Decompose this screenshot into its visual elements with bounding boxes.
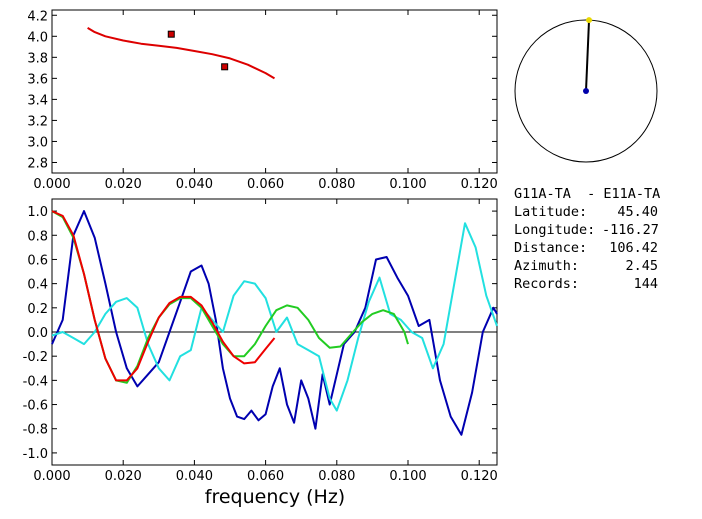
bottom-y-tick-label: 0.6 <box>27 253 48 268</box>
info-row-longitude: Longitude: -116.27 <box>514 221 659 239</box>
info-row-records: Records: 144 <box>514 275 658 293</box>
top-x-tick-label: 0.000 <box>33 177 70 192</box>
top-x-tick-label: 0.040 <box>176 177 213 192</box>
bottom-series-red_series <box>51 210 276 382</box>
bottom-x-tick-label: 0.080 <box>318 469 355 484</box>
station-pair-title: G11A-TA - E11A-TA <box>514 186 661 202</box>
azimuth-compass <box>514 17 658 163</box>
bottom-x-tick-label: 0.120 <box>461 469 498 484</box>
station-dot <box>583 88 589 94</box>
top-y-tick-label: 3.6 <box>27 72 48 87</box>
top-y-tick-label: 3.8 <box>27 51 48 66</box>
bottom-x-tick-label: 0.020 <box>105 469 142 484</box>
top-series-model_curve <box>87 27 276 80</box>
longitude-value: -116.27 <box>602 222 659 238</box>
latitude-label: Latitude: <box>514 204 588 220</box>
top-y-tick-label: 2.8 <box>27 156 48 171</box>
top-y-tick-label: 3.0 <box>27 135 48 150</box>
bottom-y-tick-label: 0.4 <box>27 278 48 293</box>
top-y-tick-label: 3.4 <box>27 93 48 108</box>
top-y-tick-label: 4.0 <box>27 30 48 45</box>
info-row-distance: Distance: 106.42 <box>514 239 658 257</box>
bottom-y-tick-label: -1.0 <box>23 447 48 462</box>
azimuth-value: 2.45 <box>625 258 658 274</box>
azimuth-line <box>585 20 591 92</box>
top-data-point <box>167 30 175 38</box>
top-x-tick-label: 0.120 <box>461 177 498 192</box>
top-x-tick-label: 0.060 <box>247 177 284 192</box>
bottom-x-tick-label: 0.060 <box>247 469 284 484</box>
longitude-label: Longitude: <box>514 222 596 238</box>
bottom-x-tick-label: 0.100 <box>389 469 426 484</box>
azimuth-label: Azimuth: <box>514 258 580 274</box>
source-dot <box>586 17 593 24</box>
bottom-series-blue_series <box>51 210 498 436</box>
top-x-tick-label: 0.100 <box>389 177 426 192</box>
top-y-tick-label: 3.2 <box>27 114 48 129</box>
bottom-y-tick-label: -0.8 <box>23 423 48 438</box>
latitude-value: 45.40 <box>617 204 658 220</box>
bottom-series-cyan_series <box>51 222 498 412</box>
top-frame <box>51 9 498 174</box>
bottom-x-tick-label: 0.000 <box>33 469 70 484</box>
dispersion-plot: 0.000 0.020 0.040 0.060 0.080 0.100 0.120 2.8 3.… <box>27 9 497 192</box>
records-label: Records: <box>514 276 580 292</box>
distance-value: 106.42 <box>609 240 658 256</box>
bottom-y-tick-label: 0.2 <box>27 302 48 317</box>
correlation-plot: 0.000 0.020 0.040 0.060 0.080 0.100 0.120 1.0 0.… <box>23 198 498 484</box>
top-data-point <box>221 63 229 71</box>
bottom-y-tick-label: -0.2 <box>23 350 48 365</box>
info-row-latitude: Latitude: 45.40 <box>514 203 658 221</box>
compass-circle <box>514 19 658 163</box>
top-y-tick-label: 4.2 <box>27 9 48 24</box>
distance-label: Distance: <box>514 240 588 256</box>
bottom-x-tick-label: 0.040 <box>176 469 213 484</box>
bottom-y-tick-label: 0.8 <box>27 229 48 244</box>
top-x-tick-label: 0.020 <box>105 177 142 192</box>
top-x-tick-label: 0.080 <box>318 177 355 192</box>
info-row-azimuth: Azimuth: 2.45 <box>514 257 658 275</box>
x-axis-label: frequency (Hz) <box>205 486 345 508</box>
bottom-y-tick-label: -0.6 <box>23 399 48 414</box>
bottom-y-tick-label: 0.0 <box>27 326 48 341</box>
bottom-y-tick-label: 1.0 <box>27 205 48 220</box>
bottom-y-tick-label: -0.4 <box>23 374 48 389</box>
records-value: 144 <box>633 276 658 292</box>
